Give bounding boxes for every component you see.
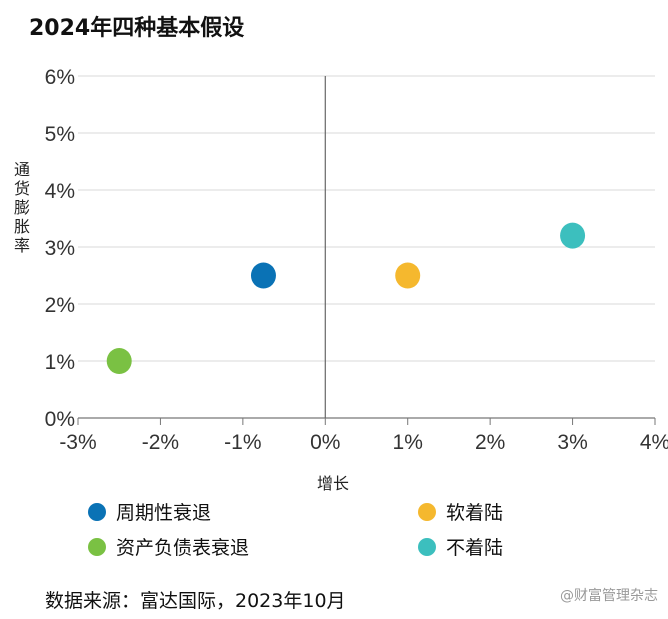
legend-label: 软着陆 (446, 502, 504, 524)
x-tick-label: -1% (224, 431, 261, 454)
legend: 周期性衰退 软着陆 资产负债表衰退 不着陆 (88, 498, 548, 568)
x-tick-label: 0% (310, 431, 340, 454)
data-point (250, 262, 276, 289)
x-tick-label: 1% (393, 431, 423, 454)
y-tick-label: 6% (45, 66, 75, 89)
data-point (106, 348, 132, 374)
legend-item-soft-landing: 软着陆 (418, 498, 503, 525)
legend-label: 周期性衰退 (116, 502, 212, 524)
y-axis-label: 通货膨胀率 (13, 160, 30, 255)
y-tick-label: 2% (45, 294, 75, 317)
x-tick-label: -3% (59, 431, 96, 454)
x-tick-label: -2% (142, 431, 179, 454)
legend-swatch (88, 537, 106, 556)
data-point (395, 262, 421, 289)
legend-item-balance-sheet-recession: 资产负债表衰退 (88, 533, 249, 560)
y-tick-label: 5% (45, 123, 75, 146)
watermark: @财富管理杂志 (560, 588, 658, 604)
chart-title: 2024年四种基本假设 (29, 16, 245, 41)
y-tick-label: 4% (45, 180, 75, 203)
legend-swatch (88, 502, 106, 521)
legend-swatch (418, 537, 436, 556)
source-note: 数据来源：富达国际，2023年10月 (45, 590, 346, 612)
legend-item-cyclical-recession: 周期性衰退 (88, 498, 211, 525)
legend-label: 不着陆 (446, 537, 504, 559)
data-point (560, 222, 586, 249)
x-axis-label: 增长 (317, 474, 350, 493)
scatter-chart: 0% 1% 2% 3% 4% 5% 6% -3% -2% -1% 0% 1% 2% 3% 4% (45, 66, 668, 454)
y-tick-label: 3% (45, 237, 75, 260)
legend-swatch (418, 502, 436, 521)
y-tick-label: 0% (45, 408, 75, 431)
legend-label: 资产负债表衰退 (116, 537, 250, 559)
x-tick-label: 4% (640, 431, 668, 454)
y-tick-label: 1% (45, 351, 75, 374)
legend-item-no-landing: 不着陆 (418, 533, 503, 560)
x-tick-label: 3% (557, 431, 587, 454)
x-tick-label: 2% (475, 431, 505, 454)
